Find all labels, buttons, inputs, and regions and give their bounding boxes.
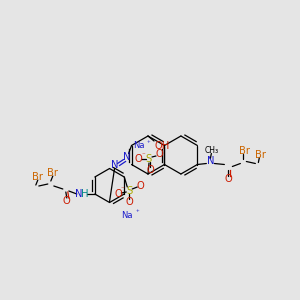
Text: ⁻: ⁻: [120, 186, 124, 192]
Text: N: N: [75, 189, 82, 199]
Text: ⁺: ⁺: [146, 141, 150, 147]
Text: OH: OH: [154, 141, 169, 151]
Text: O: O: [63, 196, 71, 206]
Text: S: S: [126, 186, 132, 196]
Text: Br: Br: [47, 168, 58, 178]
Text: Br: Br: [239, 146, 250, 155]
Text: ⁻: ⁻: [141, 152, 145, 158]
Text: Br: Br: [255, 149, 266, 160]
Text: H: H: [81, 189, 88, 199]
Text: O: O: [155, 149, 163, 159]
Text: CH₃: CH₃: [204, 146, 218, 155]
Text: ⁺: ⁺: [135, 210, 139, 216]
Text: Na: Na: [133, 140, 145, 149]
Text: N: N: [111, 160, 118, 170]
Text: O: O: [134, 154, 142, 164]
Text: O: O: [224, 173, 232, 184]
Text: O: O: [125, 197, 133, 207]
Text: S: S: [146, 154, 152, 164]
Text: N: N: [207, 157, 214, 166]
Text: O: O: [146, 165, 154, 175]
Text: Na: Na: [122, 211, 133, 220]
Text: Br: Br: [32, 172, 43, 182]
Text: N: N: [123, 152, 130, 163]
Text: O: O: [114, 189, 122, 199]
Text: O: O: [136, 181, 144, 191]
